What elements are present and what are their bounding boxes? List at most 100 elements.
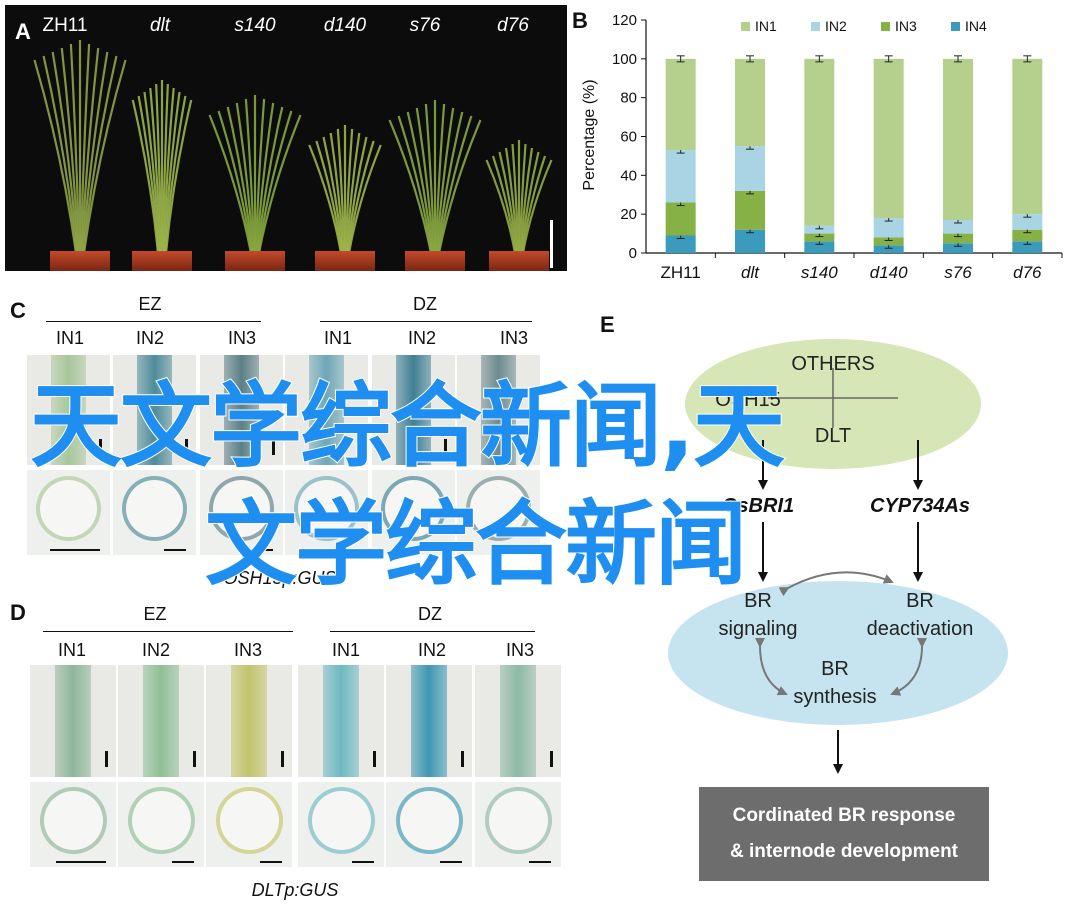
error-bar (954, 55, 962, 63)
br-pathway-diagram: OTHERS OSH15 DLT OsBRI1 CYP734As BR sign… (668, 339, 1008, 774)
cross-section-micrograph (200, 470, 283, 555)
error-bar (884, 55, 893, 63)
br-synthesis-label-2: synthesis (793, 686, 876, 708)
scale-bar (529, 861, 551, 863)
genotype-label-d140: d140 (323, 15, 367, 36)
br-deactivation-label-1: BR (906, 590, 934, 612)
panel-c-group-ez: EZ (138, 294, 162, 314)
scale-bar (281, 751, 284, 767)
panel-d-caption: DLTp:GUS (251, 880, 339, 900)
scale-bar (105, 751, 108, 767)
error-bar (676, 55, 685, 63)
panel-d-col-label: IN3 (233, 640, 262, 660)
scale-bar (357, 439, 360, 455)
response-line-2: & internode development (729, 841, 959, 862)
bar-segment-in4 (804, 241, 835, 253)
stem-micrograph (118, 665, 204, 777)
plant-pot (315, 251, 375, 271)
arrow-signaling-deactivation (778, 571, 894, 597)
scale-bar (444, 439, 447, 455)
stem-micrograph (386, 665, 472, 777)
error-bar (746, 55, 754, 63)
panel-letter-a: A (15, 19, 31, 44)
y-tick-label: 0 (629, 245, 637, 262)
stem-cross-section (381, 476, 446, 541)
panel-d-col-label: IN1 (331, 640, 360, 660)
legend-label-in1: IN1 (755, 18, 777, 34)
bar-segment-in3 (665, 202, 696, 236)
bar-segment-in3 (873, 237, 904, 246)
cross-section-micrograph (457, 470, 540, 555)
panel-c-col-label: IN3 (227, 328, 256, 348)
arrow-deactivation-synthesis (890, 637, 928, 696)
panel-c-group-dz: DZ (413, 294, 437, 314)
plant-pot (225, 251, 285, 271)
bar-segment-in4 (665, 235, 696, 253)
stem-micrograph (298, 665, 384, 777)
scale-bar (461, 751, 464, 767)
scale-bar (251, 549, 273, 551)
scale-bar (550, 751, 553, 767)
legend-label-in3: IN3 (895, 18, 917, 34)
bar-segment-in4 (943, 243, 973, 253)
br-signaling-label-2: signaling (719, 618, 798, 640)
panel-c-col-label: IN2 (407, 328, 436, 348)
legend-swatch-in3 (881, 22, 890, 31)
panel-c-col-label: IN2 (135, 328, 164, 348)
bar-segment-in3 (735, 190, 765, 230)
legend-swatch-in2 (811, 22, 820, 31)
panel-c-caption: OSH15p:GUS (223, 568, 337, 588)
genotype-label-d76: d76 (497, 15, 529, 36)
error-bar (1023, 55, 1032, 63)
stem-micrograph (30, 665, 116, 777)
legend-swatch-in1 (741, 22, 750, 31)
panel-c-dz-bracket (320, 321, 532, 322)
watermark-line-2: 文学综合新闻 (204, 490, 748, 599)
legend-swatch-in4 (951, 22, 960, 31)
bar-segment-in1 (665, 58, 696, 151)
genotype-label-s76: s76 (409, 15, 441, 36)
panel-letter-b: B (572, 8, 588, 33)
br-deactivation-label-2: deactivation (867, 618, 974, 640)
stem-cross-section (485, 787, 552, 854)
panel-letter-c: C (10, 298, 26, 323)
cross-section-micrograph (372, 470, 455, 555)
rice-plant (131, 80, 193, 271)
bar-segment-in2 (665, 150, 696, 203)
cross-section-micrograph (475, 782, 561, 867)
panel-letter-d: D (10, 600, 26, 625)
cross-section-micrograph (386, 782, 472, 867)
stem-micrograph (113, 355, 196, 465)
x-tick-label: dlt (741, 263, 760, 282)
stained-stem (500, 665, 536, 777)
osbri1-label: OsBRI1 (722, 495, 794, 517)
rice-plant (308, 125, 382, 271)
panel-d-col-label: IN2 (141, 640, 170, 660)
panel-d-col-label: IN2 (417, 640, 446, 660)
response-box: Cordinated BR response & internode devel… (699, 787, 989, 881)
bar-segment-in1 (873, 58, 904, 219)
scale-bar (336, 549, 358, 551)
scale-bar (373, 751, 376, 767)
y-tick-label: 100 (612, 51, 637, 68)
watermark-line-1: 天文学综合新闻,天 (29, 372, 786, 481)
stained-stem (411, 665, 447, 777)
scale-bar (440, 861, 462, 863)
rice-plant (33, 40, 127, 271)
stained-stem (323, 665, 359, 777)
panel-d-group-ez: EZ (143, 604, 167, 624)
stained-stem (231, 665, 267, 777)
stained-stem (396, 355, 431, 465)
stained-stem (224, 355, 259, 465)
stem-cross-section (466, 476, 531, 541)
scale-bar (193, 751, 196, 767)
bar-segment-in2 (735, 146, 765, 191)
stained-stem (309, 355, 344, 465)
stacked-bar-chart: IN1 IN2 IN3 IN4 0 20 40 60 80 100 120 ZH11 dlt s140 d… (581, 12, 1063, 282)
panel-d-group-dz: DZ (418, 604, 442, 624)
stained-stem (137, 355, 172, 465)
genotype-label-s140: s140 (234, 15, 276, 36)
rice-plant (208, 95, 302, 271)
bar-segment-in3 (804, 233, 835, 242)
osh15-label: OSH15 (715, 389, 781, 411)
